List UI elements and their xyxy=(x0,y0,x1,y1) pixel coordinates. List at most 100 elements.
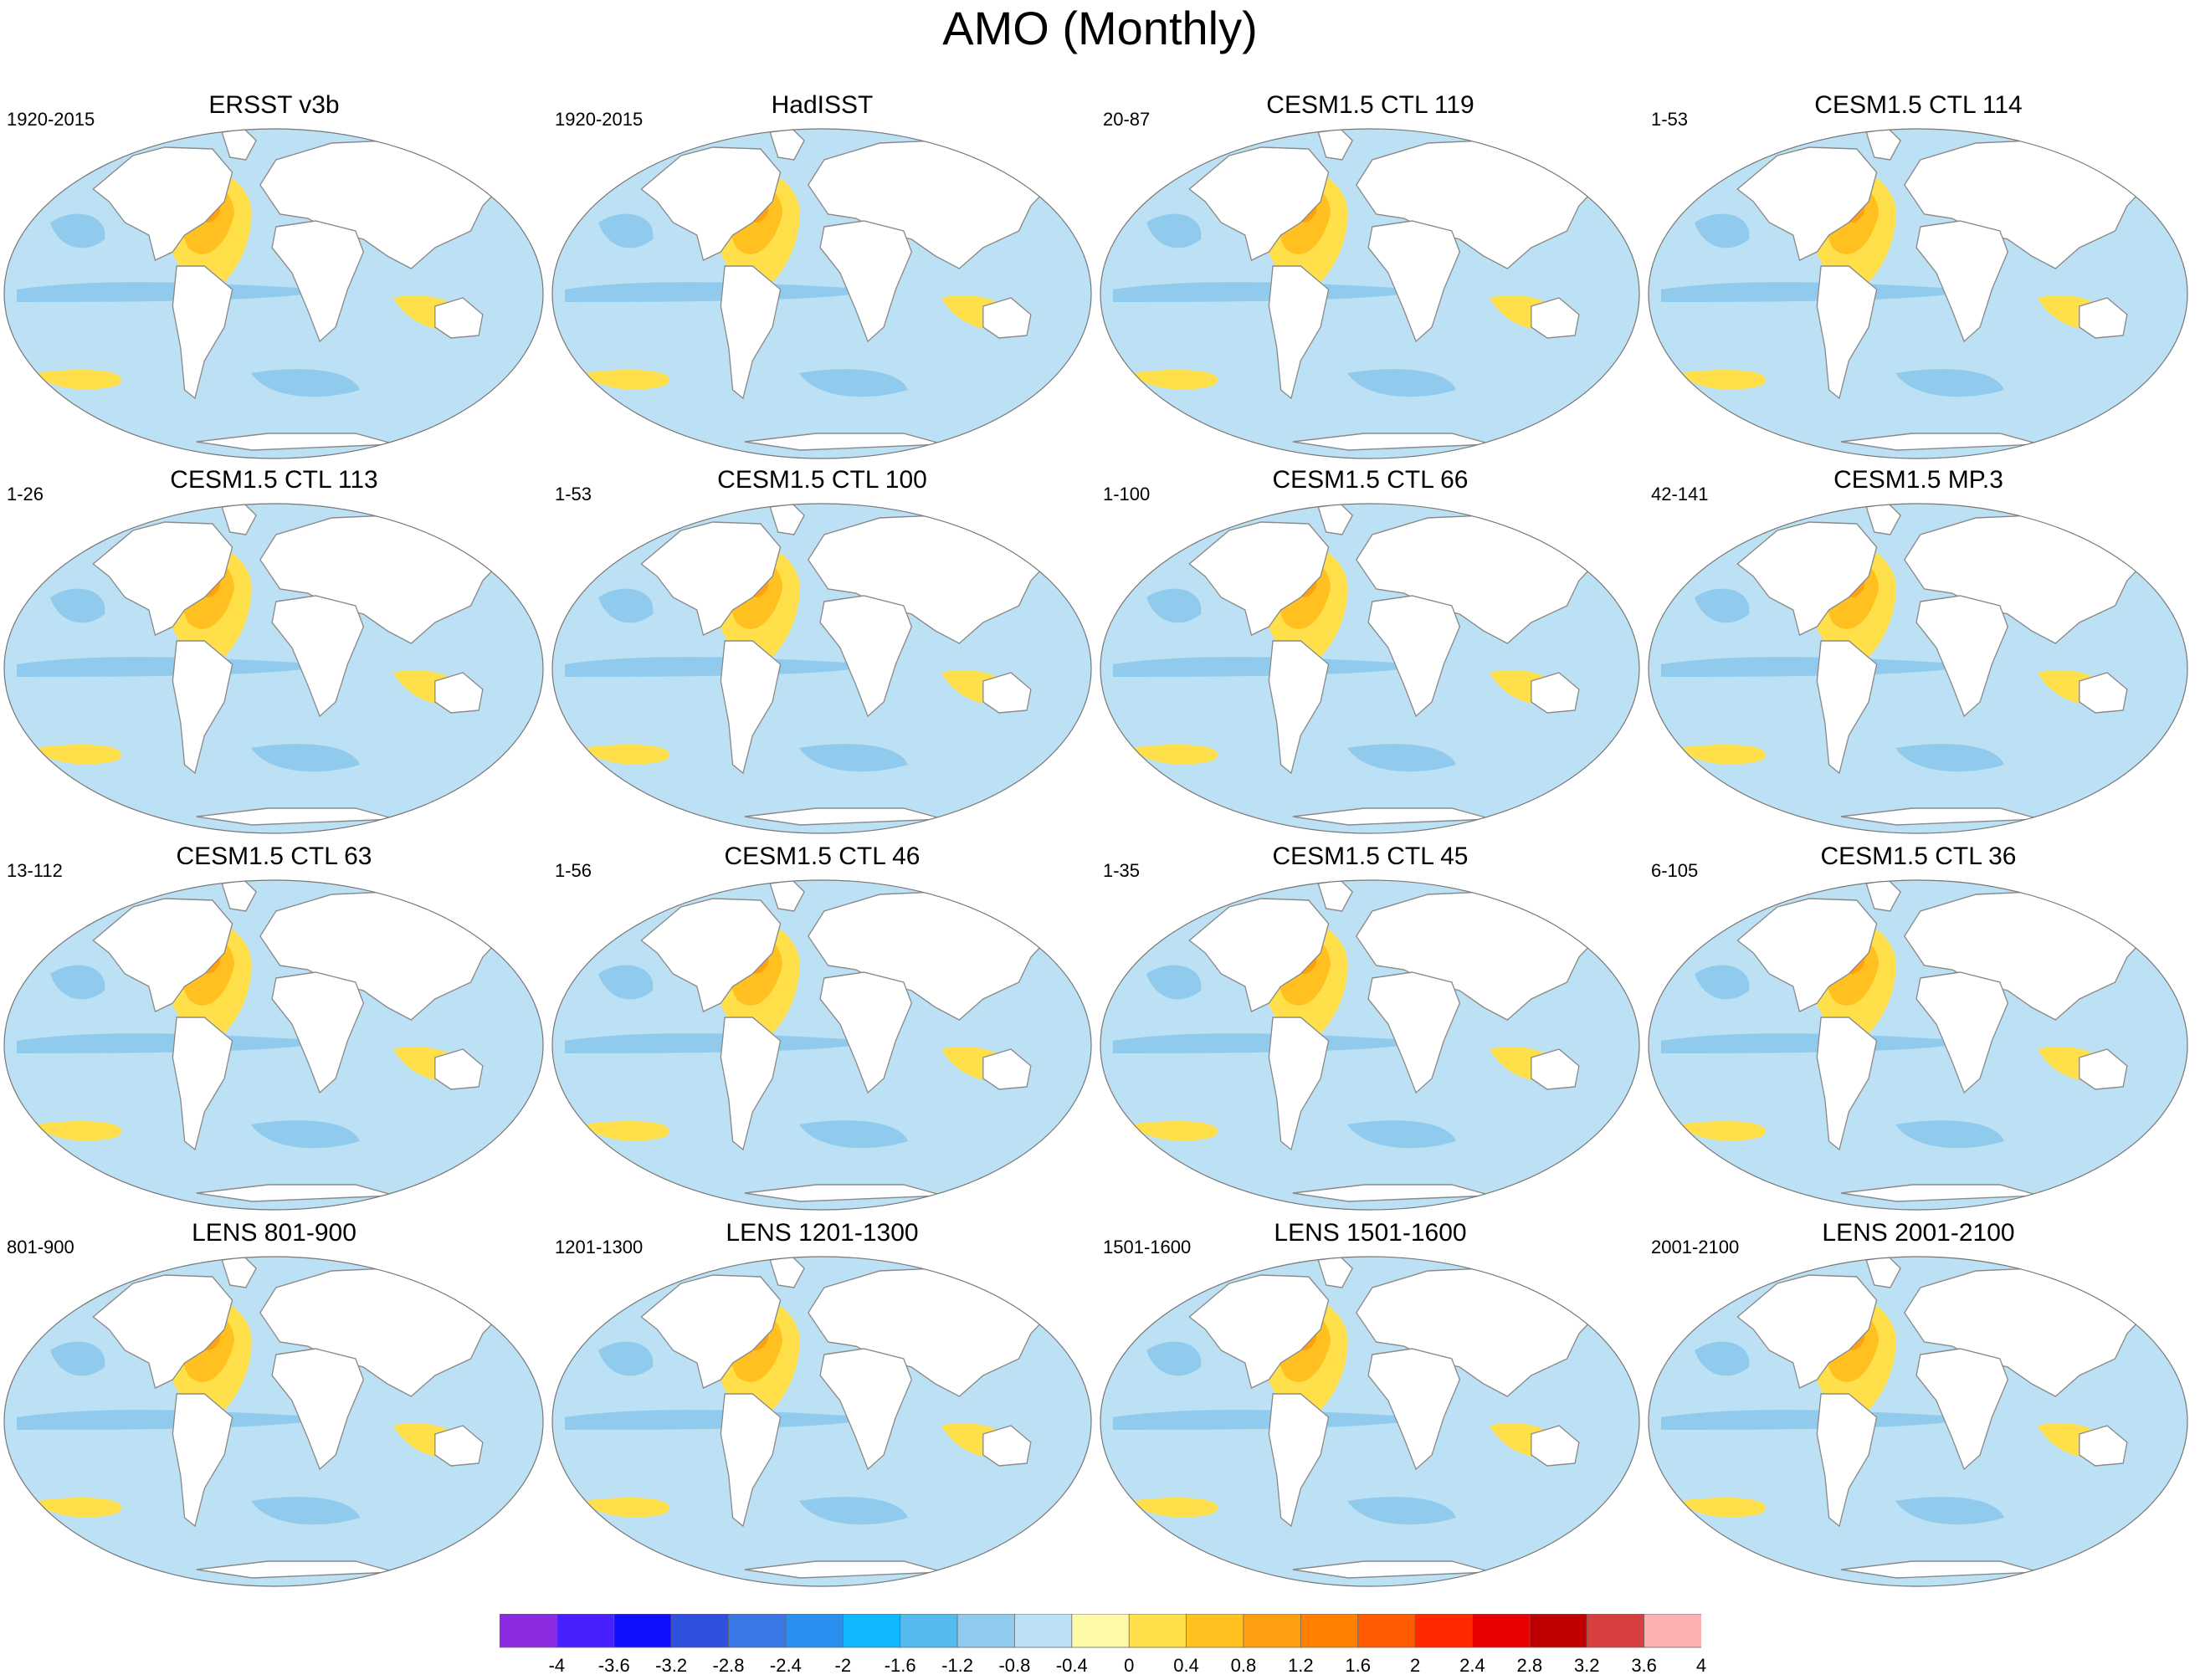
panel-title: HadISST xyxy=(771,91,874,119)
world-map xyxy=(3,1256,544,1587)
anomaly-contour xyxy=(598,965,654,1000)
continent xyxy=(92,898,233,1012)
continent xyxy=(196,1560,396,1579)
map-border xyxy=(1648,128,2188,459)
panel-title: ERSST v3b xyxy=(208,91,340,119)
world-map xyxy=(1648,1256,2188,1587)
panel-period: 801-900 xyxy=(7,1237,74,1257)
continent xyxy=(1292,433,1492,451)
continent xyxy=(1816,640,1878,775)
anomaly-contour xyxy=(598,588,654,623)
continent xyxy=(640,146,782,261)
colorbar-swatch xyxy=(1529,1614,1588,1648)
world-map xyxy=(551,128,1092,459)
continent xyxy=(172,1393,233,1528)
anomaly-contour xyxy=(1130,744,1218,765)
anomaly-contour xyxy=(33,1497,122,1518)
continent xyxy=(2079,672,2128,714)
anomaly-contour xyxy=(1895,369,2004,397)
continent xyxy=(1367,971,1461,1094)
colorbar-swatch xyxy=(613,1614,673,1648)
anomaly-contour xyxy=(1695,965,1750,1000)
continent xyxy=(982,1048,1032,1090)
continent xyxy=(92,521,233,636)
panel-period: 2001-2100 xyxy=(1651,1237,1740,1257)
map-panel: LENS 801-900 801-900 xyxy=(0,1218,548,1613)
continent xyxy=(1367,1348,1461,1471)
anomaly-contour xyxy=(17,282,326,302)
map-border xyxy=(1100,503,1640,834)
map-border xyxy=(551,879,1092,1211)
world-map xyxy=(1100,503,1640,834)
map-border xyxy=(1100,1256,1640,1587)
continent xyxy=(434,1048,484,1090)
continent xyxy=(92,1274,233,1389)
colorbar-tick-label: -3.6 xyxy=(597,1655,630,1676)
colorbar-swatch xyxy=(1186,1614,1244,1648)
anomaly-contour xyxy=(1130,1497,1218,1518)
colorbar-swatch xyxy=(1300,1614,1359,1648)
continent xyxy=(1531,672,1580,714)
world-map xyxy=(3,879,544,1211)
anomaly-contours xyxy=(17,504,508,826)
anomaly-contour xyxy=(1146,588,1202,623)
map-border xyxy=(551,128,1092,459)
anomaly-contour xyxy=(1695,213,1750,248)
continent xyxy=(982,297,1032,339)
colorbar-tick-label: 1.2 xyxy=(1288,1655,1314,1676)
panel-title: CESM1.5 CTL 66 xyxy=(1272,466,1469,494)
continent xyxy=(1840,1560,2040,1579)
continent xyxy=(640,898,782,1012)
continent xyxy=(1736,521,1878,636)
anomaly-contour xyxy=(799,1120,908,1149)
colorbar-tick-label: 4 xyxy=(1695,1655,1707,1676)
anomaly-contour xyxy=(799,1497,908,1525)
anomaly-contours xyxy=(1661,129,2152,451)
colorbar-swatch xyxy=(1243,1614,1302,1648)
continent xyxy=(1188,898,1330,1012)
continent xyxy=(2079,297,2128,339)
colorbar-tick-label: -4 xyxy=(548,1655,566,1676)
colorbar-swatch xyxy=(728,1614,787,1648)
colorbar-swatch xyxy=(1071,1614,1131,1648)
panel-title: CESM1.5 CTL 63 xyxy=(176,843,372,870)
panel-title: LENS 1201-1300 xyxy=(726,1219,919,1247)
continent xyxy=(1531,1048,1580,1090)
continent xyxy=(1915,220,2009,343)
anomaly-contours xyxy=(1661,1257,2152,1579)
continent xyxy=(196,1184,396,1202)
continent xyxy=(1816,1393,1878,1528)
anomaly-contour xyxy=(33,1120,122,1141)
continent xyxy=(196,433,396,451)
map-border xyxy=(1648,503,2188,834)
anomaly-contour xyxy=(50,965,105,1000)
anomaly-contour xyxy=(1895,1497,2004,1525)
colorbar-tick-label: -2 xyxy=(834,1655,852,1676)
continent xyxy=(1292,807,1492,826)
continent xyxy=(1292,1560,1492,1579)
colorbar-tick-label: 0.8 xyxy=(1230,1655,1257,1676)
anomaly-contour xyxy=(582,744,670,765)
continent xyxy=(819,595,913,718)
continent xyxy=(819,1348,913,1471)
colorbar-swatch xyxy=(556,1614,615,1648)
continent xyxy=(434,297,484,339)
anomaly-contour xyxy=(565,1410,874,1430)
continent xyxy=(92,146,233,261)
continent xyxy=(1367,220,1461,343)
continent xyxy=(1915,971,2009,1094)
continent xyxy=(1188,521,1330,636)
anomaly-contour xyxy=(33,369,122,390)
anomaly-contour xyxy=(1347,1497,1456,1525)
anomaly-contours xyxy=(565,129,1056,451)
anomaly-contour xyxy=(17,657,326,677)
colorbar-tick-label: -1.2 xyxy=(941,1655,974,1676)
world-map xyxy=(1100,879,1640,1211)
continent xyxy=(1816,265,1878,400)
anomaly-contour xyxy=(251,744,360,772)
continent xyxy=(1840,433,2040,451)
continent xyxy=(1268,640,1330,775)
continent xyxy=(982,1425,1032,1467)
anomaly-contour xyxy=(799,744,908,772)
anomaly-contours xyxy=(565,880,1056,1202)
